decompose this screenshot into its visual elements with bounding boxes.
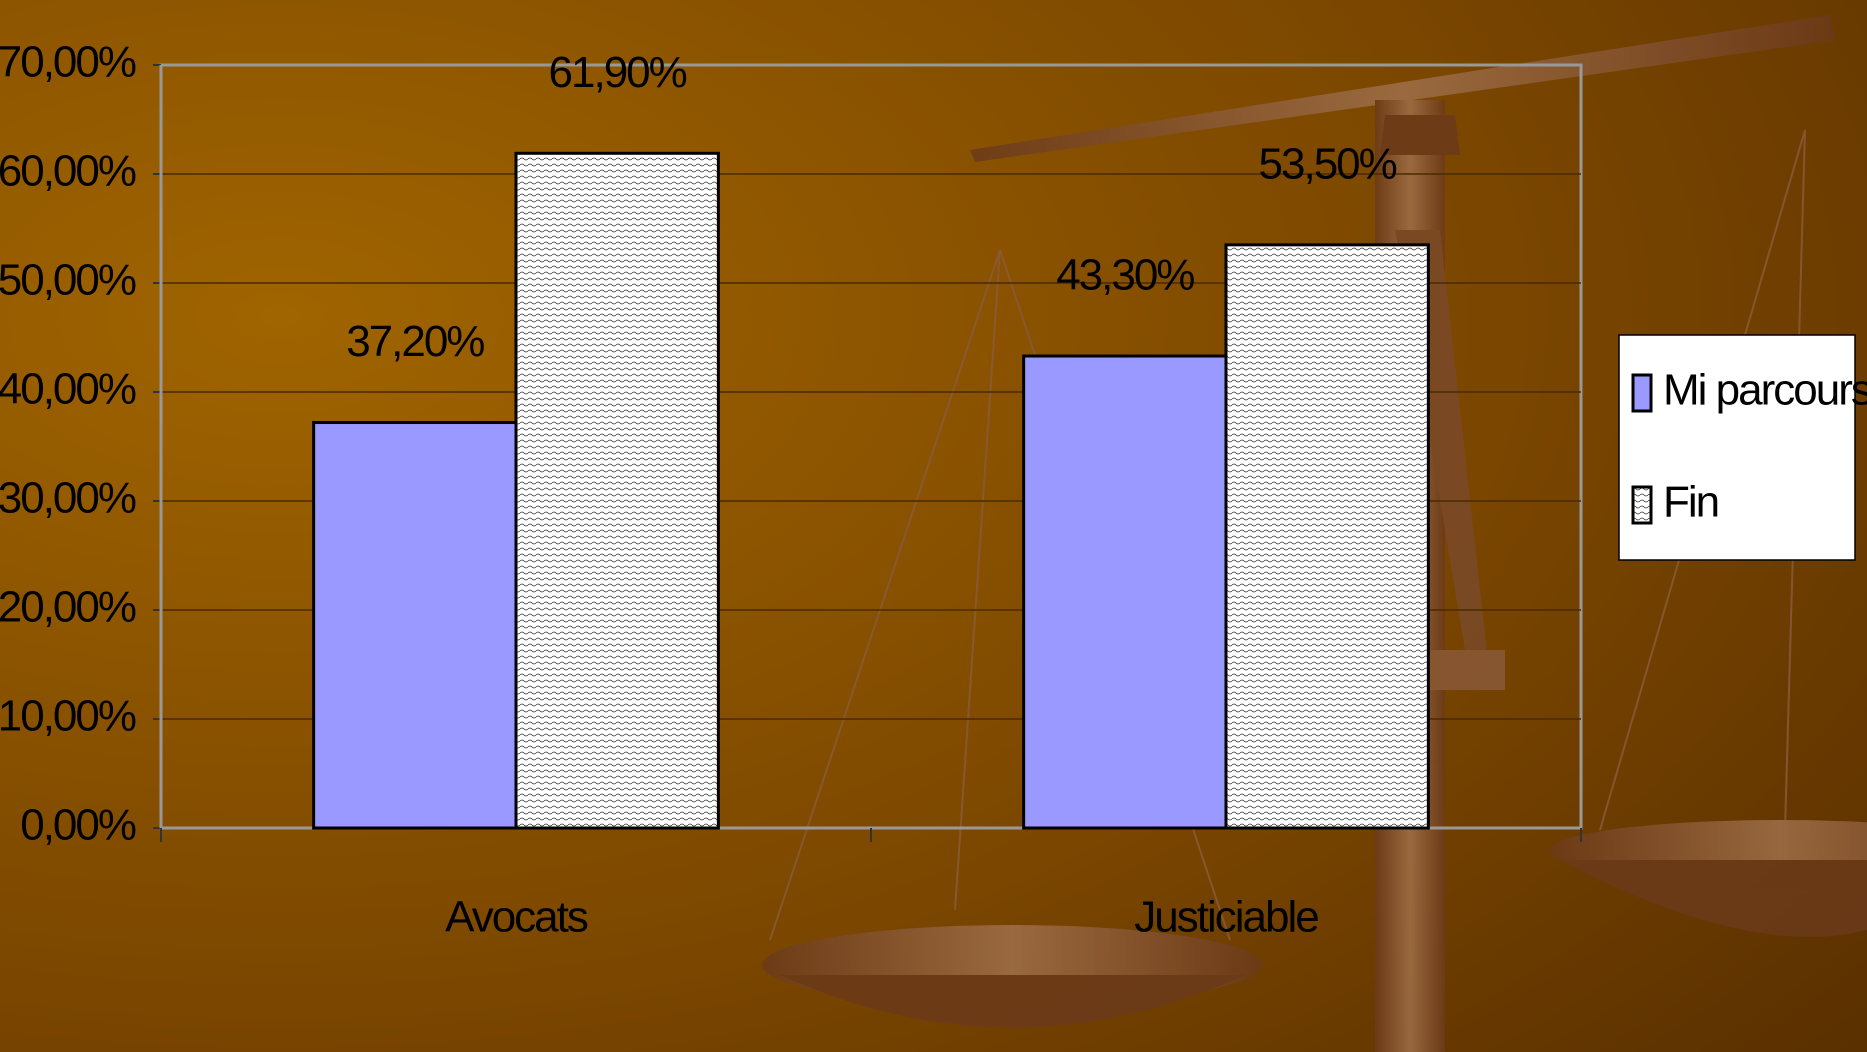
x-tick-label: Justiciable bbox=[1134, 893, 1318, 942]
bar bbox=[1022, 354, 1228, 830]
value-label: 61,90% bbox=[549, 48, 687, 97]
value-label: 37,20% bbox=[346, 317, 484, 366]
y-tick-label: 70,00% bbox=[0, 38, 136, 87]
value-label: 43,30% bbox=[1056, 251, 1194, 300]
y-tick-label: 40,00% bbox=[0, 365, 136, 414]
legend: Mi parcours Fin bbox=[1618, 334, 1867, 561]
y-tick-label: 10,00% bbox=[0, 692, 136, 741]
legend-label: Mi parcours bbox=[1663, 366, 1867, 415]
x-tick-label: Avocats bbox=[445, 893, 588, 942]
y-tick-label: 60,00% bbox=[0, 147, 136, 196]
bar bbox=[312, 421, 518, 830]
value-label: 53,50% bbox=[1259, 139, 1397, 188]
y-tick-label: 30,00% bbox=[0, 474, 136, 523]
legend-box bbox=[1618, 334, 1856, 561]
legend-swatch bbox=[1631, 373, 1653, 413]
legend-label: Fin bbox=[1663, 478, 1718, 527]
bar bbox=[514, 151, 720, 830]
y-tick-label: 20,00% bbox=[0, 583, 136, 632]
legend-swatch bbox=[1631, 485, 1653, 525]
y-tick-label: 50,00% bbox=[0, 256, 136, 305]
y-tick-label: 0,00% bbox=[20, 801, 136, 850]
bar bbox=[1224, 243, 1430, 830]
